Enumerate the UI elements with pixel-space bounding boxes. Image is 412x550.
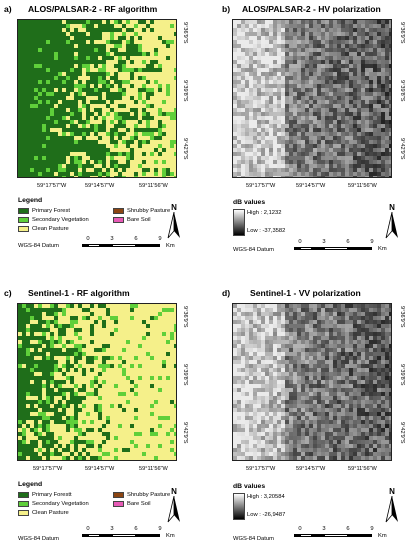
- scale-bar: 0 3 6 9 Km: [292, 526, 402, 544]
- panel-a-title: ALOS/PALSAR-2 - RF algorithm: [28, 4, 158, 14]
- panel-a-label: a): [4, 4, 12, 14]
- lat-tick-3: 9°42'9"S: [182, 138, 188, 160]
- db-gradient-ramp: [233, 493, 245, 520]
- lon-tick-1: 59°17'57"W: [37, 183, 67, 189]
- rf-classification-map-a: [17, 19, 177, 178]
- db-gradient-ramp: [233, 209, 245, 236]
- lat-tick-2: 9°39'8"S: [182, 364, 188, 386]
- lat-tick-2: 9°39'8"S: [399, 80, 405, 102]
- legend-item: Secondary Vegetation: [18, 501, 89, 507]
- lat-tick-2: 9°39'8"S: [182, 80, 188, 102]
- scale-bar: 0 3 6 9 Km: [80, 526, 190, 544]
- legend-swatch: [18, 501, 29, 507]
- legend-swatch: [18, 492, 29, 498]
- lat-tick-1: 9°36'9"S: [399, 22, 405, 44]
- datum-label: WGS-84 Datum: [18, 243, 59, 249]
- lon-tick-2: 59°14'57"W: [296, 466, 326, 472]
- scale-bar: 0 3 6 9 Km: [292, 239, 402, 257]
- lon-tick-2: 59°14'57"W: [296, 183, 326, 189]
- scale-bar: 0 3 6 9 Km: [80, 236, 190, 254]
- lon-tick-3: 59°11'56"W: [139, 466, 168, 472]
- legend-item: Bare Soil: [113, 217, 151, 223]
- legend-item: Secondary Vegetation: [18, 217, 89, 223]
- db-legend-title: dB values: [233, 483, 266, 490]
- lat-tick-3: 9°42'9"S: [399, 138, 405, 160]
- legend-item: Clean Pasture: [18, 226, 69, 232]
- lat-tick-1: 9°36'9"S: [399, 306, 405, 328]
- legend-swatch: [18, 226, 29, 232]
- legend-item: Primary Forest: [18, 208, 70, 214]
- lon-tick-2: 59°14'57"W: [85, 183, 115, 189]
- legend-title: Legend: [18, 481, 43, 488]
- datum-label: WGS-84 Datum: [18, 536, 59, 542]
- hv-polarization-map-b: [232, 19, 392, 178]
- legend-swatch: [113, 492, 124, 498]
- legend-swatch: [113, 208, 124, 214]
- rf-classification-map-c: [17, 303, 177, 461]
- lon-tick-3: 59°11'56"W: [348, 466, 377, 472]
- lat-tick-1: 9°36'9"S: [182, 22, 188, 44]
- db-low-value: Low : -37,3582: [247, 228, 286, 234]
- lon-tick-2: 59°14'57"W: [85, 466, 115, 472]
- lat-tick-1: 9°36'9"S: [182, 306, 188, 328]
- panel-b-label: b): [222, 4, 231, 14]
- lon-tick-1: 59°17'57"W: [246, 466, 276, 472]
- legend-swatch: [18, 510, 29, 516]
- lat-tick-3: 9°42'9"S: [182, 422, 188, 444]
- db-low-value: Low : -26,9487: [247, 512, 286, 518]
- north-arrow-icon: N: [166, 203, 182, 243]
- db-high-value: High : 3,20584: [247, 494, 285, 500]
- legend-item: Clean Pasture: [18, 510, 69, 516]
- panel-d-label: d): [222, 288, 231, 298]
- north-arrow-icon: N: [384, 203, 400, 243]
- panel-c-label: c): [4, 288, 12, 298]
- legend-item: Primary Forestt: [18, 492, 72, 498]
- legend-swatch: [18, 208, 29, 214]
- legend-swatch: [18, 217, 29, 223]
- lon-tick-1: 59°17'57"W: [33, 466, 63, 472]
- legend-title: Legend: [18, 197, 43, 204]
- north-arrow-icon: N: [166, 487, 182, 527]
- legend-item: Shrubby Pasture: [113, 208, 170, 214]
- legend-swatch: [113, 217, 124, 223]
- lat-tick-3: 9°42'9"S: [399, 422, 405, 444]
- db-high-value: High : 2,1232: [247, 210, 282, 216]
- db-legend-title: dB values: [233, 199, 266, 206]
- vv-polarization-map-d: [232, 303, 392, 461]
- lat-tick-2: 9°39'8"S: [399, 364, 405, 386]
- lon-tick-1: 59°17'57"W: [246, 183, 276, 189]
- north-arrow-icon: N: [384, 487, 400, 527]
- legend-item: Shrubby Pasture: [113, 492, 170, 498]
- panel-b-title: ALOS/PALSAR-2 - HV polarization: [242, 4, 381, 14]
- datum-label: WGS-84 Datum: [233, 247, 274, 253]
- datum-label: WGS-84 Datum: [233, 536, 274, 542]
- lon-tick-3: 59°11'56"W: [139, 183, 168, 189]
- legend-swatch: [113, 501, 124, 507]
- lon-tick-3: 59°11'56"W: [348, 183, 377, 189]
- legend-item: Bare Soil: [113, 501, 151, 507]
- panel-c-title: Sentinel-1 - RF algorithm: [28, 288, 130, 298]
- panel-d-title: Sentinel-1 - VV polarization: [250, 288, 361, 298]
